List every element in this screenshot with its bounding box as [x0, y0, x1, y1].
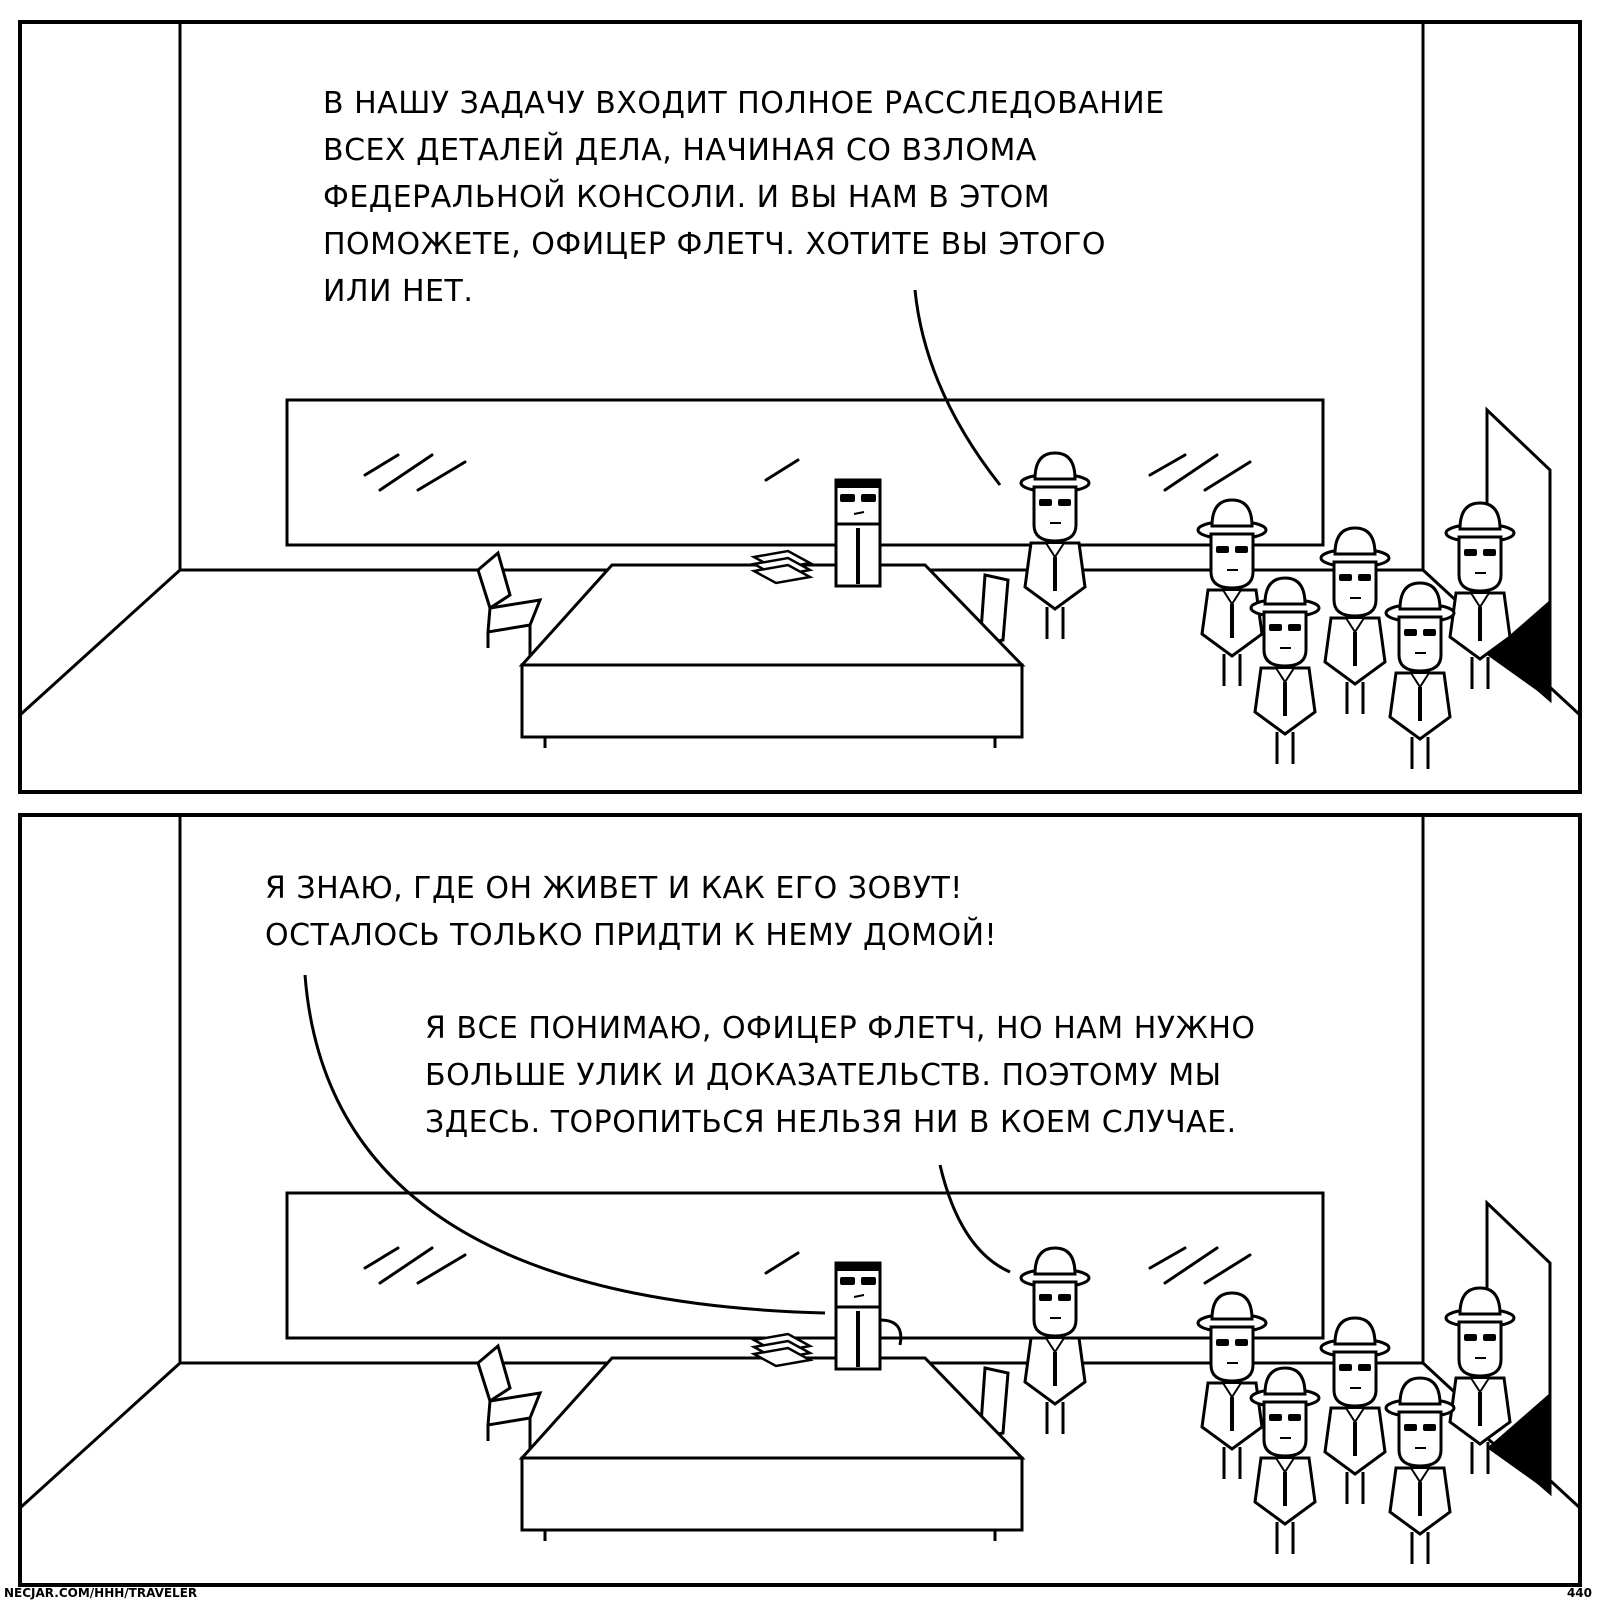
- agent-speech-text: В нашу задачу входит полное расследовани…: [323, 86, 1165, 309]
- page-number: 440: [1566, 1586, 1592, 1600]
- speech-tail: [303, 974, 826, 1315]
- box-head-suspect: [834, 478, 882, 588]
- agent-speech-text: Я все понимаю, офицер Флетч, но нам нужн…: [425, 1011, 1256, 1140]
- suspect-speech-text: Я знаю, где он живет и как его зовут! Ос…: [265, 871, 998, 953]
- site-credit: necjar.com/hhh/traveler: [4, 1586, 198, 1600]
- panel-1: [18, 20, 1582, 794]
- speech-tail: [938, 1164, 1011, 1274]
- box-head-suspect: [834, 1261, 882, 1371]
- panel-2: [18, 813, 1582, 1587]
- speech-tail: [913, 289, 1002, 486]
